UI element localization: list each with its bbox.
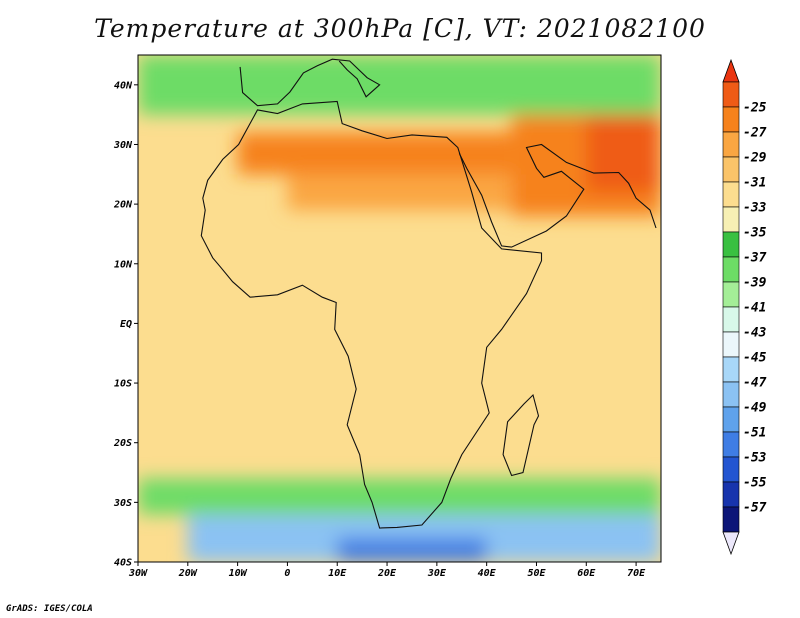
band-green-south-band xyxy=(138,478,661,515)
band-warm-north-africa xyxy=(237,132,512,175)
lon-tick-label: 20W xyxy=(178,568,198,579)
lat-tick-label: 20N xyxy=(113,200,133,211)
colorbar-label: -55 xyxy=(743,476,767,491)
lat-tick-label: 10S xyxy=(114,379,132,390)
colorbar-swatch xyxy=(722,481,740,508)
colorbar-label: -31 xyxy=(743,176,766,191)
colorbar-label: -45 xyxy=(743,351,767,366)
colorbar-swatch xyxy=(722,81,740,108)
band-green-mediterranean xyxy=(138,55,661,115)
band-warm-sahara-strip xyxy=(287,174,512,211)
lon-tick-label: 30E xyxy=(427,568,447,579)
lon-tick-label: 10E xyxy=(328,568,347,579)
colorbar-label: -57 xyxy=(743,501,767,516)
colorbar-label: -37 xyxy=(743,251,767,266)
lat-tick-label: 40N xyxy=(114,80,133,91)
colorbar-swatch xyxy=(722,456,740,483)
colorbar-swatch xyxy=(722,256,740,283)
map-title: Temperature at 300hPa [C], VT: 202108210… xyxy=(94,14,706,43)
colorbar-swatch xyxy=(722,131,740,158)
colorbar-label: -29 xyxy=(743,151,767,166)
band-hot-iran-pakistan xyxy=(586,114,661,193)
lat-tick-label: 40S xyxy=(114,558,132,569)
colorbar-swatch xyxy=(722,181,740,208)
colorbar: -25 -27 -29 -31 -33 -35 -37 -39 -41 -43 -45 -47 -49 -… xyxy=(722,58,767,556)
longitude-axis: 30W 20W 10W 0 10E 20E 30E 40E 50E 60E 70E xyxy=(128,562,646,579)
colorbar-label: -47 xyxy=(743,376,767,391)
colorbar-label: -43 xyxy=(743,326,767,341)
lon-tick-label: 50E xyxy=(527,568,546,579)
lat-tick-label: EQ xyxy=(120,319,132,330)
europe-coastline xyxy=(239,58,381,107)
colorbar-label: -25 xyxy=(743,101,767,116)
lat-tick-label: 20S xyxy=(113,438,132,449)
colorbar-label: -49 xyxy=(743,401,767,416)
lon-tick-label: 30W xyxy=(128,568,148,579)
coastlines xyxy=(200,58,657,529)
lon-tick-label: 20E xyxy=(377,568,397,579)
colorbar-label: -33 xyxy=(743,201,767,216)
latitude-axis: 40N 30N 20N 10N EQ 10S 20S 30S 40S xyxy=(113,80,138,569)
colorbar-label: -51 xyxy=(743,426,766,441)
colorbar-swatch xyxy=(722,106,740,133)
lon-tick-label: 40E xyxy=(478,568,497,579)
lon-tick-label: 0 xyxy=(284,568,290,579)
colorbar-swatch xyxy=(722,381,740,408)
lon-tick-label: 10W xyxy=(229,568,248,579)
africa-coastline xyxy=(200,100,543,529)
colorbar-label: -27 xyxy=(743,126,767,141)
madagascar-coastline xyxy=(502,393,540,477)
colorbar-label: -39 xyxy=(743,276,767,291)
colorbar-label: -41 xyxy=(743,301,766,316)
plot-area xyxy=(138,55,661,562)
band-deep-cold-core xyxy=(337,538,487,562)
colorbar-label: -53 xyxy=(743,451,767,466)
grads-credit: GrADS: IGES/COLA xyxy=(6,604,93,614)
lat-tick-label: 30N xyxy=(113,140,133,151)
lat-tick-label: 10N xyxy=(114,259,133,270)
colorbar-bottom-arrow xyxy=(722,531,740,556)
colorbar-swatch xyxy=(722,156,740,183)
colorbar-swatch xyxy=(722,356,740,383)
arabia-coastline xyxy=(458,143,657,248)
colorbar-swatch xyxy=(722,431,740,458)
colorbar-top-arrow xyxy=(722,58,740,83)
plot-frame xyxy=(137,54,662,563)
colorbar-swatch xyxy=(722,331,740,358)
temperature-bands xyxy=(138,55,661,562)
colorbar-swatch xyxy=(722,306,740,333)
lat-tick-label: 30S xyxy=(113,498,132,509)
colorbar-swatch xyxy=(722,406,740,433)
colorbar-swatch xyxy=(722,281,740,308)
lon-tick-label: 70E xyxy=(627,568,646,579)
colorbar-swatch xyxy=(722,206,740,233)
colorbar-label: -35 xyxy=(743,226,767,241)
lon-tick-label: 60E xyxy=(577,568,596,579)
colorbar-swatch xyxy=(722,506,740,533)
colorbar-swatch xyxy=(722,231,740,258)
